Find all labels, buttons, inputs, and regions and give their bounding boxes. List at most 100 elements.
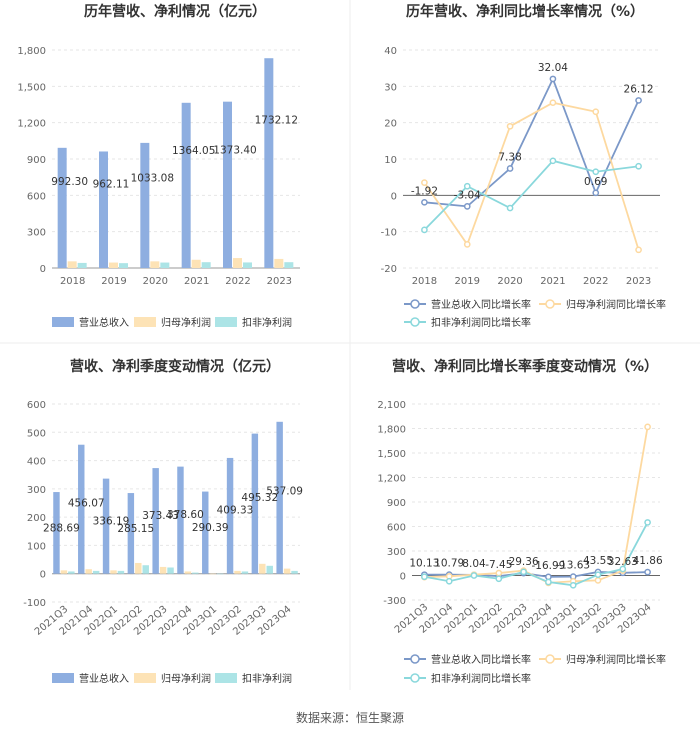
bar-net-profit (85, 569, 92, 574)
bar-net-profit (234, 570, 241, 574)
bar-deducted-profit (142, 565, 149, 574)
legend-swatch[interactable] (134, 673, 156, 683)
y-tick-label: 20 (384, 119, 397, 130)
data-point (463, 241, 471, 248)
y-tick-label: 0 (40, 570, 46, 581)
bar-revenue (78, 444, 85, 574)
data-label: 10.79 (434, 558, 464, 570)
data-point (644, 519, 651, 526)
y-tick-label: 0 (391, 191, 397, 202)
legend-swatch[interactable] (52, 673, 74, 683)
bar-net-profit (109, 262, 118, 268)
y-tick-label: 400 (27, 457, 46, 468)
data-point (421, 226, 428, 234)
data-label: 409.33 (217, 505, 254, 517)
y-tick-label: 900 (387, 498, 406, 509)
data-point (549, 99, 557, 107)
bar-net-profit (283, 568, 291, 574)
data-label: 1373.40 (213, 144, 256, 156)
data-point (421, 573, 428, 581)
data-label: 32.04 (538, 62, 568, 74)
data-point (470, 572, 478, 579)
series-line-1 (424, 76, 640, 208)
bar-net-profit (60, 570, 68, 574)
y-tick-label: 1,200 (17, 119, 46, 130)
legend-label[interactable]: 归母净利润 (161, 672, 211, 685)
legend-marker (545, 299, 555, 309)
data-point (635, 246, 642, 254)
legend-marker (545, 654, 555, 664)
data-label: 992.30 (51, 176, 88, 188)
data-label: 290.39 (192, 522, 229, 534)
data-label: -1.92 (411, 185, 438, 197)
data-point (506, 122, 514, 130)
data-point (506, 204, 514, 212)
bar-net-profit (233, 258, 242, 268)
data-point (592, 108, 600, 116)
x-tick-label: 2023 (626, 276, 651, 287)
chart-panel-2: 历年营收、净利同比增长率情况（%） -20 -10 0 10 20 30 40 2018 2019… (381, 3, 666, 329)
legend-swatch[interactable] (215, 673, 237, 683)
bar-revenue (57, 147, 67, 268)
data-point (495, 569, 503, 577)
data-label: 0.69 (584, 176, 607, 188)
data-label: 288.69 (43, 522, 80, 534)
data-label: -3.04 (454, 189, 481, 201)
x-tick-label: 2019 (455, 276, 480, 287)
legend-label[interactable]: 归母净利润 (161, 316, 211, 329)
bar-deducted-profit (192, 572, 199, 574)
bar-deducted-profit (119, 263, 128, 268)
bar-deducted-profit (92, 570, 100, 574)
legend-label[interactable]: 扣非净利润 (242, 672, 292, 685)
y-tick-label: 2,100 (377, 400, 406, 411)
legend-label[interactable]: 扣非净利润同比增长率 (431, 672, 531, 685)
data-label: 336.19 (93, 515, 130, 527)
y-tick-label: 300 (387, 547, 406, 558)
legend-label[interactable]: 营业总收入 (79, 672, 129, 685)
data-label: 495.32 (241, 492, 278, 504)
x-tick-label: 2020 (143, 276, 168, 287)
bar-deducted-profit (160, 262, 170, 268)
data-point (445, 577, 453, 585)
legend-label[interactable]: 扣非净利润同比增长率 (431, 316, 531, 329)
bar-revenue (152, 468, 159, 574)
data-point (506, 165, 514, 172)
legend-swatch[interactable] (52, 317, 74, 327)
chart-panel-4: 营收、净利同比增长率季度变动情况（%） -300 0 300 600 900 1,200 1,… (377, 358, 666, 685)
bar-net-profit (150, 261, 160, 268)
data-label: 26.12 (624, 83, 654, 95)
data-label: 8.04 (462, 558, 486, 570)
legend-marker (410, 317, 420, 327)
y-tick-label: -100 (23, 598, 46, 609)
data-point (635, 97, 642, 104)
bar-deducted-profit (68, 571, 75, 574)
legend-swatch[interactable] (215, 317, 237, 327)
bar-deducted-profit (241, 571, 249, 574)
legend-label[interactable]: 营业总收入同比增长率 (431, 653, 531, 666)
y-tick-label: 10 (384, 155, 397, 166)
y-tick-label: 600 (27, 191, 46, 202)
data-source-footer: 数据来源：恒生聚源 (296, 710, 404, 725)
bar-net-profit (259, 563, 266, 574)
chart-panel-1: 历年营收、净利情况（亿元） 0 300 600 900 1,200 1,500 1,800 20… (17, 3, 300, 329)
legend-swatch[interactable] (134, 317, 156, 327)
data-label: 7.38 (498, 152, 521, 164)
y-tick-label: 900 (27, 155, 46, 166)
bar-revenue (177, 466, 184, 574)
legend-label[interactable]: 扣非净利润 (242, 316, 292, 329)
y-tick-label: 1,500 (17, 82, 46, 93)
data-label: 537.09 (266, 486, 303, 498)
bar-net-profit (209, 573, 216, 575)
legend-label[interactable]: 营业总收入同比增长率 (431, 298, 531, 311)
legend-label[interactable]: 营业总收入 (79, 316, 129, 329)
data-label: 373.43 (142, 510, 179, 522)
legend-label[interactable]: 归母净利润同比增长率 (566, 298, 666, 311)
x-tick-label: 2018 (412, 276, 437, 287)
data-label: -7.45 (485, 559, 512, 571)
legend-label[interactable]: 归母净利润同比增长率 (566, 653, 666, 666)
bar-revenue (251, 433, 259, 574)
x-tick-label: 2020 (497, 276, 522, 287)
bar-deducted-profit (77, 262, 87, 268)
data-point (549, 75, 557, 83)
